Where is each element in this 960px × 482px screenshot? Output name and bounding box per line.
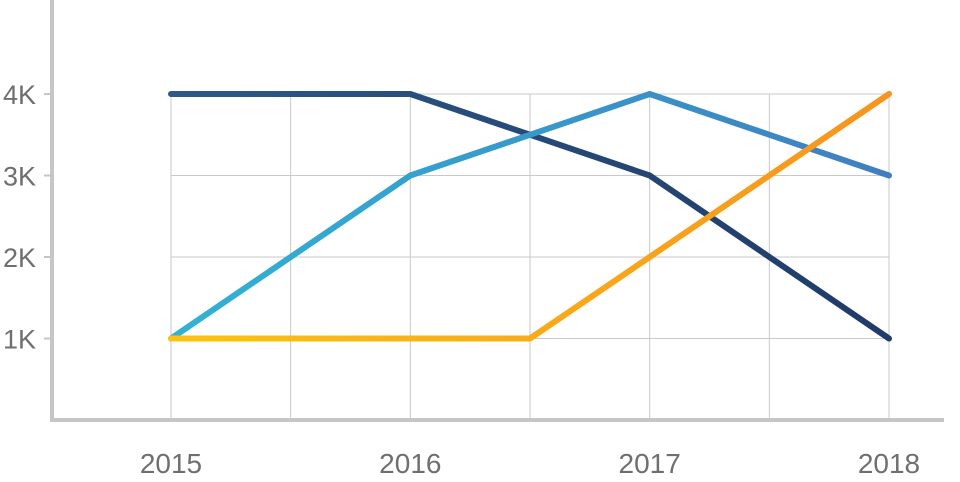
x-tick-label: 2016 <box>379 448 441 479</box>
series-lines <box>168 91 892 342</box>
y-tick-label: 1K <box>3 325 36 355</box>
tick-labels: 1K 2K 3K 4K 2015 2016 2017 2018 <box>3 80 920 479</box>
y-tick-label: 4K <box>3 80 36 110</box>
x-tick-label: 2015 <box>140 448 202 479</box>
series-line-3 <box>168 91 892 342</box>
x-tick-label: 2018 <box>858 448 920 479</box>
axes <box>44 0 944 422</box>
x-tick-label: 2017 <box>619 448 681 479</box>
series-line-4 <box>168 91 892 342</box>
y-tick-label: 2K <box>3 243 36 273</box>
y-tick-label: 3K <box>3 162 36 192</box>
